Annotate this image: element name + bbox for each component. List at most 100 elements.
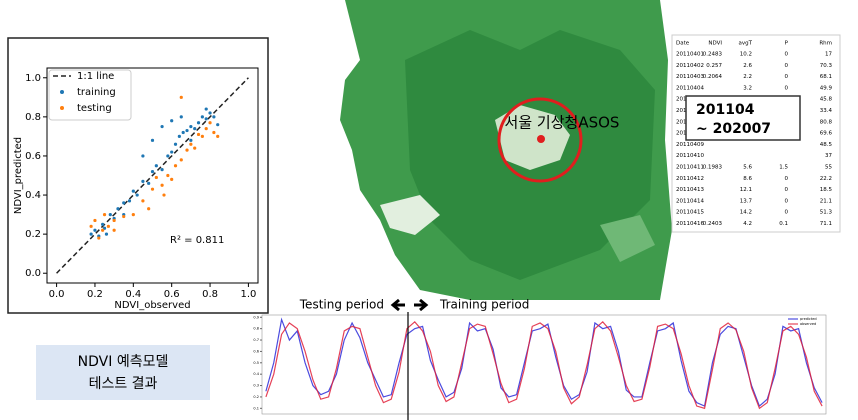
caption-box [36,345,210,400]
table-cell: 49.9 [820,85,833,91]
point [150,169,155,174]
table-cell: 70.3 [820,63,833,69]
table-header: P [785,41,789,47]
table-cell: 37 [825,153,832,159]
table-cell: 0.257 [706,63,722,69]
point [204,107,208,111]
point [196,132,201,137]
arrow [390,298,405,312]
table-cell: 1.5 [779,165,788,171]
point [179,95,183,99]
testing-label: Testing period [299,298,384,312]
caption: NDVI 예측모델 [78,354,169,370]
point [185,128,189,133]
point [173,142,178,146]
table-cell: 51.3 [820,210,833,216]
point [193,146,197,150]
table-cell: 68.1 [820,74,832,80]
x-tick-label: 0.8 [202,289,218,300]
table-cell: 20110416 [676,221,704,227]
point [93,228,97,232]
y-tick-label: 0.6 [253,349,259,353]
x-tick-label: 0.2 [87,289,103,300]
table-cell: 0 [785,52,789,58]
table-cell: 20110403 [676,74,704,80]
y-tick-label: 0.9 [253,315,259,319]
table-cell: 0 [785,74,789,80]
table-cell: 0 [785,85,789,91]
point [127,199,132,203]
point [216,134,220,139]
point [160,168,164,172]
point [204,126,208,131]
y-tick-label: 0.2 [25,229,41,240]
table-cell: 20110413 [676,187,704,193]
table-cell: 8.6 [743,176,752,182]
map: 서울 기상청ASOS [340,0,672,300]
period-end: ~ 202007 [696,121,771,137]
annotation: R² = 0.811 [170,235,224,246]
table-cell: 10.2 [740,52,752,58]
point [179,158,183,162]
table-cell: 20110415 [676,210,704,216]
x-tick-label: 1.0 [240,289,256,300]
table-cell: 12.1 [740,187,752,193]
point [106,224,110,228]
table-cell: 0.2403 [703,221,723,227]
point [104,232,109,236]
y-tick-label: 0.4 [253,372,259,376]
table-cell: 45.8 [820,97,833,103]
table-cell: 18.5 [820,187,833,193]
point [160,125,164,129]
point [160,183,164,187]
table-cell: 55 [825,165,832,171]
table-cell: 3.2 [743,85,752,91]
y-tick-label: 0.8 [25,112,41,123]
arrow [414,298,429,312]
point [102,226,107,230]
table-cell: 0.1 [779,221,788,227]
y-axis-label: NDVI_predicted [13,137,24,214]
table-cell: 20110414 [676,198,704,204]
table-cell: 0 [785,187,789,193]
point [141,179,145,183]
x-axis-label: NDVI_observed [114,300,190,311]
point [170,150,174,154]
table-cell: 5.6 [743,165,752,171]
period-box [685,95,801,141]
period-start: 201104 [696,102,755,118]
table-cell: 0.2064 [703,74,723,80]
legend-label: training [77,87,116,98]
point [97,236,101,240]
table-cell: 13.7 [740,198,753,204]
point [208,111,212,115]
table-cell: 33.4 [820,108,833,114]
point [185,148,189,152]
table-cell: 20110409 [676,142,704,148]
point [177,134,181,139]
point [200,115,204,119]
point [196,121,201,125]
point [122,214,126,219]
point [101,222,105,226]
table-cell: 69.6 [820,131,833,137]
table-cell: 0.1983 [703,165,723,171]
legend-label: testing [77,103,112,114]
table-cell: 0 [785,210,789,216]
table-header: NDVI [708,41,722,47]
point [150,187,155,191]
point [212,130,216,135]
point [166,154,170,158]
table-header: Date [676,41,690,47]
identity-line [56,77,249,274]
legend-swatch [60,106,64,110]
table-cell: 17 [825,52,832,58]
scatter-chart: 0.0 0.2 0.4 0.6 0.8 1.0 0.0 0.2 0.4 0.6 0.8 1.0 NDVI… [13,67,259,311]
table-cell: 0 [785,198,789,204]
point [216,123,220,127]
point [112,228,116,232]
y-tick-label: 0.1 [253,406,259,410]
point [154,175,158,180]
x-tick-label: 0.0 [49,289,65,300]
